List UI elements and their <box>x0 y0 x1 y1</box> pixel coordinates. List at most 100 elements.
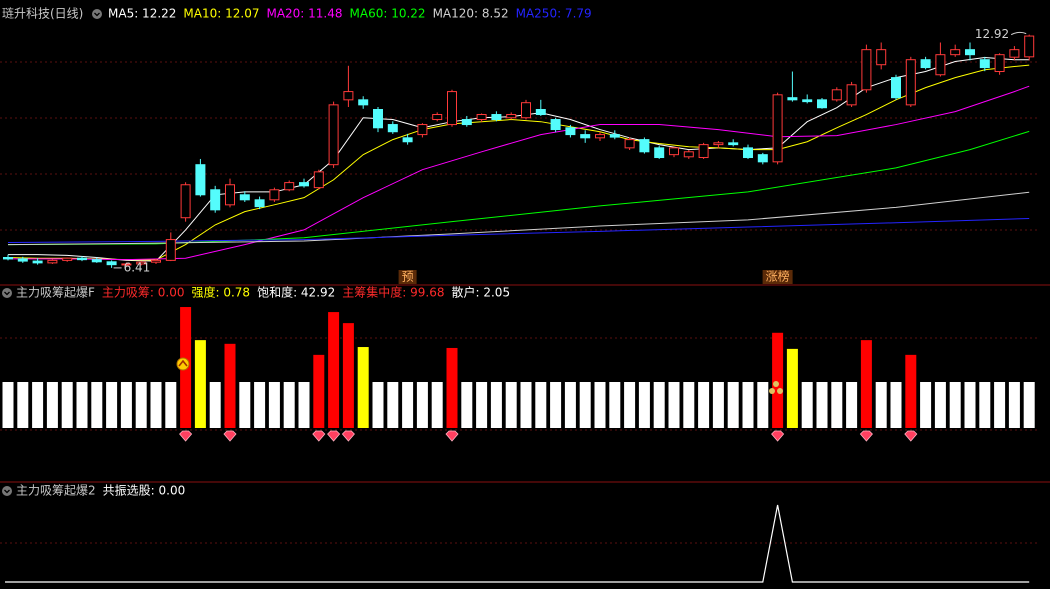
bar <box>61 382 73 428</box>
candle-body <box>151 259 161 263</box>
bar <box>1008 382 1020 428</box>
candle-body <box>935 54 946 76</box>
bar <box>727 382 739 428</box>
legend-entry: MA250: 7.79 <box>516 7 592 21</box>
bar <box>209 382 221 428</box>
bar <box>490 382 502 428</box>
readout: 主力吸筹: 0.00 <box>102 286 185 300</box>
bar <box>476 382 488 428</box>
signal-icon <box>777 388 783 394</box>
bar <box>579 382 591 428</box>
bar <box>446 347 458 428</box>
collapse-icon <box>94 12 100 17</box>
bar <box>106 382 118 428</box>
readout: 饱和度: 42.92 <box>257 285 335 300</box>
signal-icons <box>176 357 783 394</box>
candle-body <box>965 49 975 56</box>
candle-body <box>535 109 546 116</box>
candle-body <box>506 114 517 119</box>
candle-body <box>461 119 472 126</box>
legend-entry: MA10: 12.07 <box>183 7 259 21</box>
bar <box>328 312 340 428</box>
candle-body <box>17 258 28 262</box>
bar <box>239 382 251 428</box>
gem-icon <box>859 430 873 442</box>
bar <box>505 382 517 428</box>
candle-body <box>713 142 724 146</box>
bar <box>742 382 754 428</box>
bar <box>905 354 917 428</box>
bar <box>165 382 177 428</box>
candle-body <box>254 199 265 208</box>
ma-line <box>7 130 1030 246</box>
price-annotation: 12.92 <box>975 27 1009 41</box>
candle-body <box>1024 35 1035 58</box>
candle-body <box>47 259 58 264</box>
candle-body <box>77 257 87 261</box>
legend-entry: 共振选股: 0.00 <box>103 484 186 498</box>
bar <box>772 332 784 428</box>
signal-icon <box>176 357 190 371</box>
bar <box>46 382 58 428</box>
candle-body <box>239 194 250 201</box>
candle-body <box>802 99 813 103</box>
bar <box>920 382 932 428</box>
gem-icon <box>445 430 459 442</box>
readout: 强度: 0.78 <box>191 285 250 300</box>
bar <box>890 382 902 428</box>
ma-line <box>8 85 1030 261</box>
chart-title: 主力吸筹起爆F <box>16 286 95 300</box>
collapse-icon <box>92 9 102 19</box>
bar <box>979 382 991 428</box>
bar <box>431 382 443 428</box>
candle-body <box>861 49 872 91</box>
candle-body <box>683 151 694 158</box>
bar <box>653 382 665 428</box>
candle-body <box>136 261 147 265</box>
candle-body <box>891 77 901 99</box>
bar <box>712 382 724 428</box>
candle-body <box>831 89 842 101</box>
candle-body <box>343 91 354 101</box>
bar <box>594 382 606 428</box>
plot-layer: 12.92 6.41 预 涨榜 琏升科技(日线) MA5: 12.22 MA10: 12.0… <box>2 7 1035 583</box>
bar <box>313 354 325 428</box>
candle-body <box>447 91 457 126</box>
gem-icon <box>223 430 237 442</box>
bar <box>150 382 162 428</box>
bar <box>120 382 132 428</box>
bar <box>801 382 813 428</box>
candle-body <box>106 261 117 266</box>
signal-icon <box>178 359 188 367</box>
gem-icon <box>327 430 341 442</box>
legend-entry: MA120: 8.52 <box>433 7 509 21</box>
bar <box>949 382 961 428</box>
bar <box>1023 382 1035 428</box>
chart-title: 主力吸筹起爆2 <box>16 484 96 498</box>
bar <box>609 382 621 428</box>
candle-body <box>817 99 827 109</box>
bar <box>638 382 650 428</box>
readout: 主筹集中度: 99.68 <box>342 285 444 300</box>
candle-body <box>979 59 990 69</box>
candle-body <box>1009 49 1020 58</box>
candle-body <box>846 84 857 106</box>
bar <box>860 340 872 428</box>
bar <box>520 382 532 428</box>
bar <box>342 323 354 428</box>
candle-body <box>876 49 887 66</box>
candle-body <box>920 59 931 69</box>
legend-entry: MA5: 12.22 <box>108 7 176 21</box>
bar <box>668 382 680 428</box>
candle-body <box>121 263 132 266</box>
candle-body <box>550 119 561 131</box>
bar <box>372 382 384 428</box>
bar <box>416 382 428 428</box>
candle-body <box>417 124 428 136</box>
candle-body <box>994 54 1005 73</box>
bar <box>135 382 147 428</box>
bar <box>934 382 946 428</box>
signal-icon <box>769 388 775 394</box>
line <box>5 504 1030 583</box>
